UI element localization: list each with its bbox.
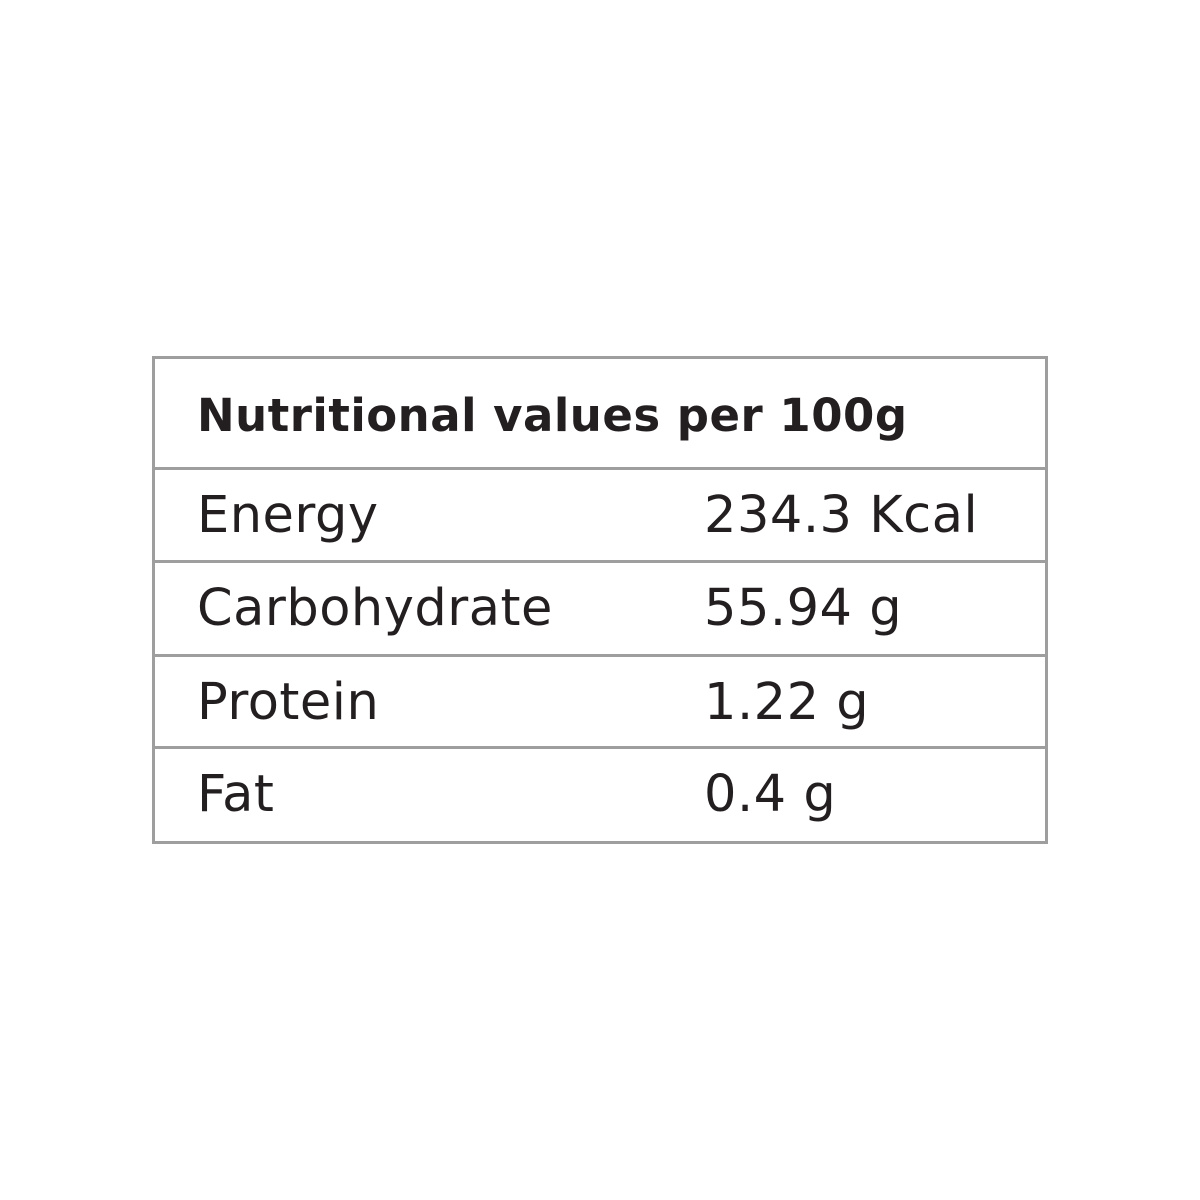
- table-row: Energy 234.3 Kcal: [155, 467, 1045, 560]
- row-label: Protein: [197, 673, 380, 732]
- table-row: Protein 1.22 g: [155, 654, 1045, 746]
- table-row: Fat 0.4 g: [155, 746, 1045, 841]
- table-row: Carbohydrate 55.94 g: [155, 560, 1045, 654]
- row-value: 0.4 g: [704, 765, 837, 824]
- row-label: Energy: [197, 486, 379, 545]
- row-label: Carbohydrate: [197, 579, 553, 638]
- row-value: 1.22 g: [704, 673, 870, 732]
- row-label: Fat: [197, 765, 275, 824]
- nutrition-table: Nutritional values per 100g Energy 234.3…: [152, 356, 1048, 844]
- table-header: Nutritional values per 100g: [155, 359, 1045, 467]
- row-value: 234.3 Kcal: [704, 486, 979, 545]
- row-value: 55.94 g: [704, 579, 903, 638]
- table-title: Nutritional values per 100g: [197, 389, 908, 442]
